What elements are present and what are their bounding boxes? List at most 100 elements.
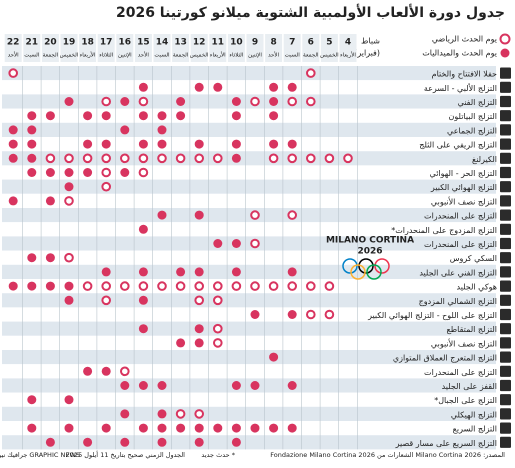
event-day — [101, 295, 111, 306]
sport-icon — [500, 365, 511, 377]
row-band — [2, 94, 496, 109]
medal-day — [231, 267, 241, 277]
medal-day — [101, 139, 111, 149]
sport-icon — [500, 181, 511, 193]
event-day — [343, 153, 353, 164]
event-day — [138, 167, 149, 178]
footer-note: * حدث جديد — [201, 451, 235, 459]
medal-day — [101, 423, 111, 433]
medal-day — [45, 437, 55, 447]
day-number: 17 — [100, 38, 113, 48]
column-head — [283, 34, 301, 62]
weekday: الأربعاء — [80, 51, 96, 59]
event-day — [175, 153, 186, 164]
row-band — [2, 236, 496, 251]
medal-day — [45, 281, 55, 291]
logo-name: MILANO CORTINA — [326, 236, 414, 246]
row-label: التزلج على الجبال* — [434, 396, 497, 405]
event-day — [213, 323, 223, 334]
row-label: التزلج الفني على الجليد — [419, 268, 497, 277]
column-head — [265, 34, 283, 62]
day-number: 16 — [119, 38, 132, 48]
event-day — [101, 96, 111, 107]
footer-date: الجدول الزمني صحيح بتاريخ 11 أيلول 2025 — [66, 450, 186, 459]
sport-icon — [500, 110, 511, 122]
medal-day — [120, 125, 130, 135]
medal-day — [120, 409, 130, 419]
medal-day — [45, 253, 55, 263]
medal-day — [194, 210, 204, 220]
row-label: التزلج الريفي على الثلج — [419, 141, 497, 150]
event-day — [250, 281, 260, 291]
medal-day — [176, 97, 186, 106]
medal-day — [83, 139, 93, 149]
medal-day — [231, 139, 241, 149]
weekday: الأحد — [8, 51, 19, 59]
row-band — [2, 250, 496, 265]
event-day — [175, 281, 186, 291]
event-day — [306, 96, 316, 107]
medal-day — [138, 267, 148, 277]
column-head — [209, 34, 227, 62]
row-label: التزلج الهوائي الكبير — [430, 183, 497, 192]
row-band — [2, 193, 496, 208]
medal-day — [194, 324, 204, 334]
weekday: الجمعة — [43, 53, 59, 59]
day-number: 11 — [212, 38, 225, 48]
event-day — [194, 409, 204, 419]
row-label: التزلج على المنحدرات — [424, 240, 497, 249]
row-band — [2, 350, 496, 365]
medal-day — [157, 210, 167, 220]
row-band — [2, 80, 496, 95]
day-number: 20 — [44, 38, 57, 48]
row-band — [2, 364, 496, 379]
medal-day — [231, 153, 241, 163]
day-number: 14 — [156, 38, 169, 48]
row-label: التزلج على المنحدرات — [424, 368, 497, 377]
medal-day — [64, 395, 74, 405]
logo-year: 2026 — [357, 247, 382, 257]
medal-day — [120, 168, 130, 177]
medal-day — [8, 196, 18, 206]
medal-day — [213, 423, 223, 433]
event-day — [157, 153, 167, 164]
medal-day — [231, 437, 241, 447]
medal-day — [231, 111, 241, 121]
event-day — [120, 366, 130, 377]
row-label: التزلج على اللوح - التزلج الهوائي الكبير — [367, 311, 497, 320]
event-day — [101, 181, 111, 192]
sport-icon — [500, 436, 511, 448]
month: شباط — [361, 37, 380, 46]
row-label: التزلج المتقاطع — [447, 325, 497, 334]
medal-day — [194, 338, 204, 348]
medal-day — [64, 168, 74, 177]
event-day — [82, 153, 93, 164]
logo: MILANO CORTINA 2026 — [326, 236, 414, 280]
weekday: الخميس — [320, 53, 339, 59]
event-day — [213, 295, 223, 306]
medal-day — [8, 125, 18, 135]
medal-day — [138, 381, 148, 390]
column-head — [41, 34, 59, 62]
event-day — [64, 153, 74, 164]
medal-day — [83, 168, 93, 177]
sport-icon — [500, 351, 511, 363]
column-head — [116, 34, 134, 62]
medal-day — [269, 82, 279, 92]
event-day — [175, 409, 186, 419]
row-label: التزلج الألبي - السرعة — [424, 83, 497, 93]
medal-day — [287, 139, 297, 149]
weekday: الثلاثاء — [99, 53, 113, 59]
row-label: التزلج الجماعي — [447, 126, 497, 135]
column-head — [97, 34, 115, 62]
event-day — [250, 96, 260, 107]
event-day — [306, 153, 316, 164]
medal-day — [27, 395, 37, 405]
medal-day — [194, 82, 204, 92]
sport-icon — [500, 323, 511, 335]
event-day — [306, 281, 316, 291]
weekday: السبت — [24, 53, 40, 59]
event-day — [324, 281, 335, 291]
row-band — [2, 222, 496, 237]
medal-day — [27, 281, 37, 291]
